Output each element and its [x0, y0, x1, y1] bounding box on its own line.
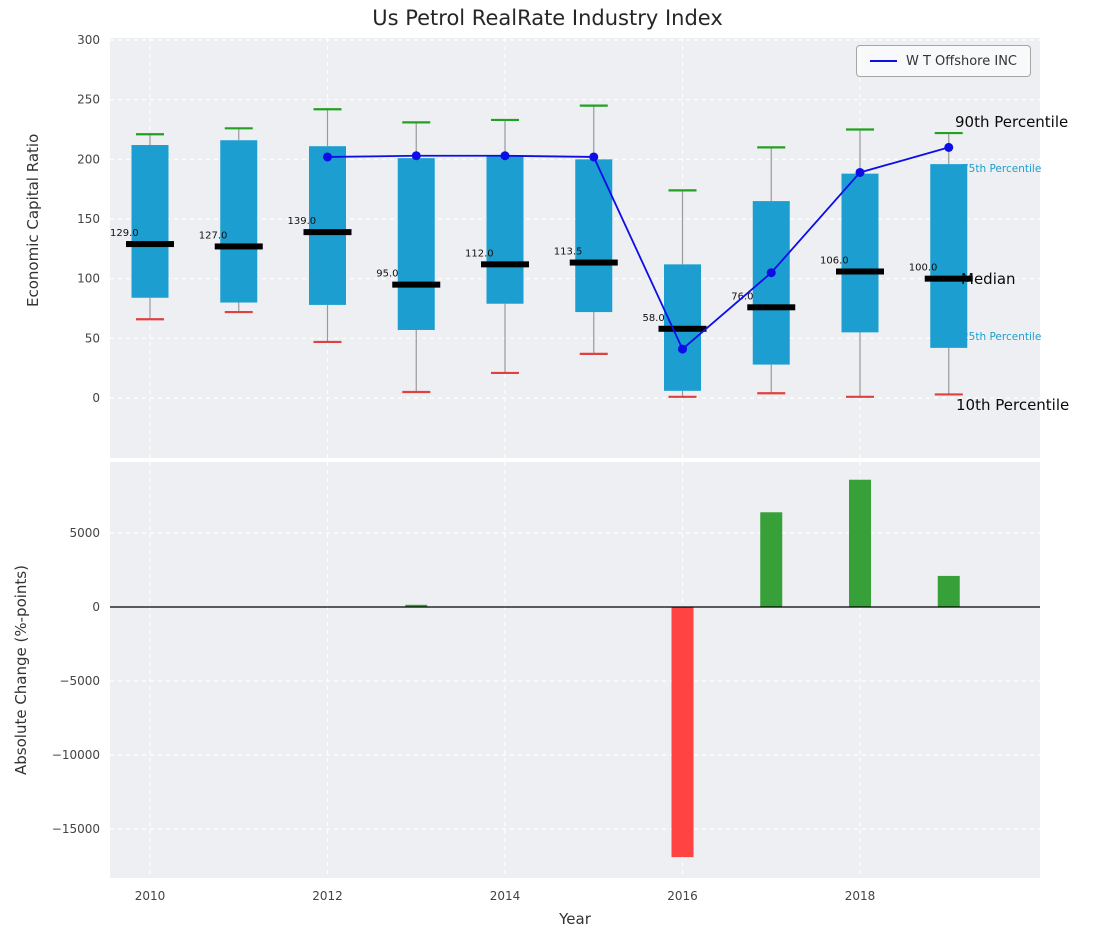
median-line	[836, 268, 884, 275]
tick-label: 300	[77, 33, 100, 47]
tick-label: 0	[92, 391, 100, 405]
median-line	[126, 241, 174, 248]
annotation-10th-percentile: 10th Percentile	[956, 396, 1070, 414]
tick-label: −10000	[52, 748, 100, 762]
percentile-box	[309, 146, 346, 305]
company-series-marker	[323, 152, 332, 162]
median-value-label: 129.0	[110, 228, 139, 239]
tick-label: 5000	[69, 526, 100, 540]
change-bar	[849, 479, 871, 607]
median-value-label: 95.0	[376, 269, 398, 280]
legend-series-label: W T Offshore INC	[905, 53, 1017, 69]
tick-label: 0	[92, 600, 100, 614]
tick-label: 2016	[667, 889, 698, 903]
percentile-box	[575, 159, 613, 313]
x-axis-label: Year	[559, 910, 591, 928]
top-panel-background	[110, 38, 1040, 458]
median-line	[569, 259, 618, 266]
tick-label: 150	[77, 212, 100, 226]
median-value-label: 139.0	[288, 216, 317, 227]
annotation-25th-percentile: 25th Percentile	[962, 331, 1042, 343]
tick-label: 2012	[312, 889, 343, 903]
median-value-label: 127.0	[199, 230, 228, 241]
bottom-panel-background	[110, 462, 1040, 878]
median-value-label: 112.0	[465, 248, 494, 259]
median-line	[747, 304, 796, 311]
change-bar	[937, 575, 960, 607]
chart-title: Us Petrol RealRate Industry Index	[372, 6, 723, 30]
legend-line-swatch	[869, 60, 897, 62]
annotation-median: Median	[961, 270, 1016, 288]
median-line	[924, 275, 973, 282]
company-series-line	[327, 146, 949, 351]
median-line	[658, 325, 707, 332]
top-y-axis-label: Economic Capital Ratio	[24, 133, 42, 308]
company-series-marker	[411, 151, 421, 161]
tick-label: 200	[77, 152, 100, 166]
bottom-y-axis-label: Absolute Change (%-points)	[12, 565, 30, 776]
company-series-marker	[589, 152, 599, 162]
company-series-marker	[766, 268, 776, 278]
percentile-box	[397, 158, 435, 330]
annotation-75th-percentile: 75th Percentile	[962, 163, 1042, 175]
legend: W T Offshore INC	[855, 45, 1031, 77]
percentile-box	[930, 164, 968, 348]
tick-label: 2018	[845, 889, 876, 903]
percentile-box	[841, 173, 879, 333]
median-value-label: 113.5	[554, 247, 583, 258]
annotation-90th-percentile: 90th Percentile	[955, 113, 1069, 131]
tick-label: 100	[77, 272, 100, 286]
change-bar	[760, 512, 783, 607]
tick-label: 2010	[135, 889, 166, 903]
median-line	[481, 261, 529, 268]
company-series-marker	[855, 167, 865, 177]
tick-label: 50	[85, 331, 100, 345]
company-series-marker	[500, 151, 510, 161]
tick-label: −5000	[59, 674, 100, 688]
median-value-label: 58.0	[643, 313, 665, 324]
percentile-box	[220, 140, 258, 303]
tick-label: 2014	[490, 889, 521, 903]
change-bar	[405, 604, 428, 607]
median-line	[303, 229, 352, 236]
percentile-box	[131, 145, 169, 298]
median-line	[214, 243, 263, 250]
median-value-label: 106.0	[820, 256, 849, 267]
tick-label: −15000	[52, 822, 100, 836]
median-line	[392, 281, 441, 288]
tick-label: 250	[77, 93, 100, 107]
company-series-marker	[944, 142, 954, 152]
percentile-box	[486, 155, 524, 304]
company-series-marker	[678, 344, 687, 354]
change-bar	[671, 607, 694, 858]
median-value-label: 100.0	[909, 263, 938, 274]
